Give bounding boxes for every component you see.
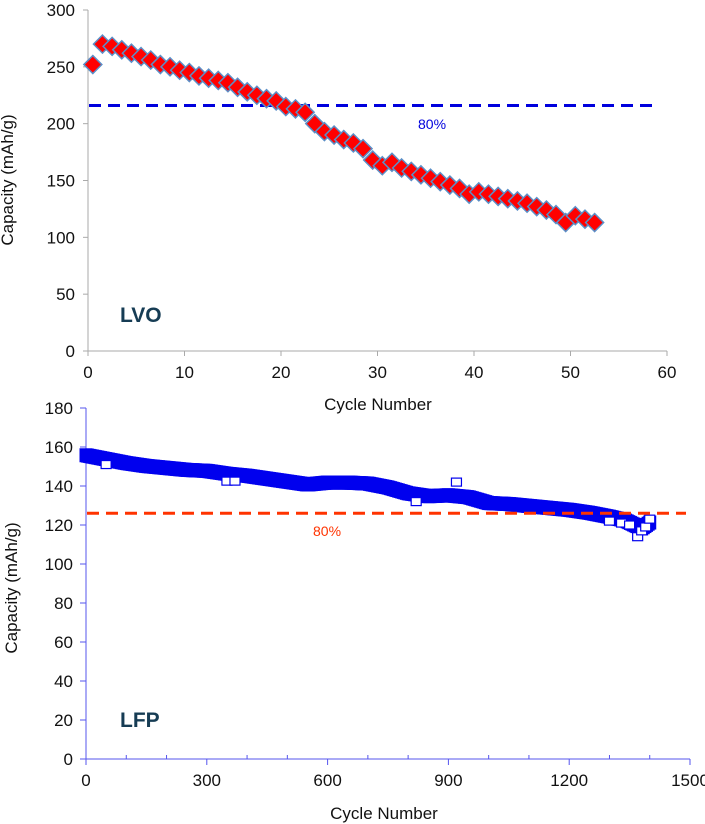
lfp-x-tick-label: 300 xyxy=(193,771,221,790)
lfp-outlier-point xyxy=(640,522,652,532)
lvo-axes: 0 50 100 150 200 250 300 0 10 20 30 40 50 60 xyxy=(47,1,677,382)
lfp-y-tick-label: 40 xyxy=(54,672,73,691)
lvo-x-tick-label: 50 xyxy=(561,363,580,382)
lfp-y-tick-label: 60 xyxy=(54,633,73,652)
lfp-reference-label: 80% xyxy=(313,523,341,539)
lfp-y-tick-label: 120 xyxy=(45,516,73,535)
lfp-y-tick-label: 100 xyxy=(45,555,73,574)
lvo-panel-label: LVO xyxy=(120,304,162,327)
lfp-outlier-point xyxy=(623,520,636,530)
lfp-outlier-point xyxy=(100,459,112,470)
lvo-y-tick-label: 250 xyxy=(47,58,75,77)
lfp-axes: 0 20 40 60 80 100 120 140 160 180 0 300 600 900 1200 15… xyxy=(45,399,705,790)
lfp-x-tick-label: 900 xyxy=(434,771,462,790)
lvo-y-tick-label: 100 xyxy=(47,228,75,247)
lvo-reference-label: 80% xyxy=(418,116,446,132)
lvo-x-tick-label: 0 xyxy=(83,363,92,382)
lfp-y-tick-label: 0 xyxy=(64,750,73,769)
lfp-chart: 0 20 40 60 80 100 120 140 160 180 0 300 600 900 1200 15… xyxy=(2,399,705,823)
lvo-chart: 0 50 100 150 200 250 300 0 10 20 30 40 50 60 Cycle Nu… xyxy=(0,1,676,414)
lvo-data-point xyxy=(352,138,374,159)
lvo-x-axis-title: Cycle Number xyxy=(324,395,432,414)
lvo-y-tick-label: 0 xyxy=(66,342,75,361)
lvo-y-tick-label: 300 xyxy=(47,1,75,20)
lvo-y-tick-label: 200 xyxy=(47,115,75,134)
lvo-x-tick-label: 10 xyxy=(175,363,194,382)
lvo-y-tick-label: 50 xyxy=(56,285,75,304)
lvo-data-point xyxy=(295,102,316,123)
lvo-data-point xyxy=(304,113,325,134)
lfp-x-tick-label: 0 xyxy=(81,771,90,790)
lfp-x-tick-label: 600 xyxy=(313,771,341,790)
lvo-data-point xyxy=(82,54,103,75)
lvo-x-tick-label: 60 xyxy=(658,363,677,382)
lvo-y-axis-title: Capacity (mAh/g) xyxy=(0,114,17,245)
lfp-y-tick-label: 80 xyxy=(54,594,73,613)
lfp-y-tick-label: 180 xyxy=(45,399,73,418)
lfp-outlier-point xyxy=(603,516,616,526)
lvo-y-tick-label: 150 xyxy=(47,172,75,191)
lvo-x-tick-label: 20 xyxy=(272,363,291,382)
lfp-x-tick-label: 1500 xyxy=(671,771,705,790)
lfp-outlier-point xyxy=(644,514,656,524)
lfp-outlier-point xyxy=(410,497,422,507)
lvo-x-tick-label: 30 xyxy=(368,363,387,382)
lvo-data-points xyxy=(82,34,605,233)
lfp-outlier-point xyxy=(450,477,463,487)
lfp-y-tick-label: 20 xyxy=(54,711,73,730)
lvo-data-point xyxy=(140,49,161,71)
lfp-y-axis-title: Capacity (mAh/g) xyxy=(2,522,21,653)
lfp-data-points xyxy=(79,448,657,542)
lvo-data-point xyxy=(584,212,605,233)
lfp-panel-label: LFP xyxy=(120,709,160,732)
lvo-x-tick-label: 40 xyxy=(465,363,484,382)
lfp-outlier-point xyxy=(229,476,241,486)
lfp-y-tick-label: 140 xyxy=(45,477,73,496)
lfp-x-axis-title: Cycle Number xyxy=(330,804,438,823)
lfp-x-tick-label: 1200 xyxy=(550,771,588,790)
lfp-y-tick-label: 160 xyxy=(45,438,73,457)
